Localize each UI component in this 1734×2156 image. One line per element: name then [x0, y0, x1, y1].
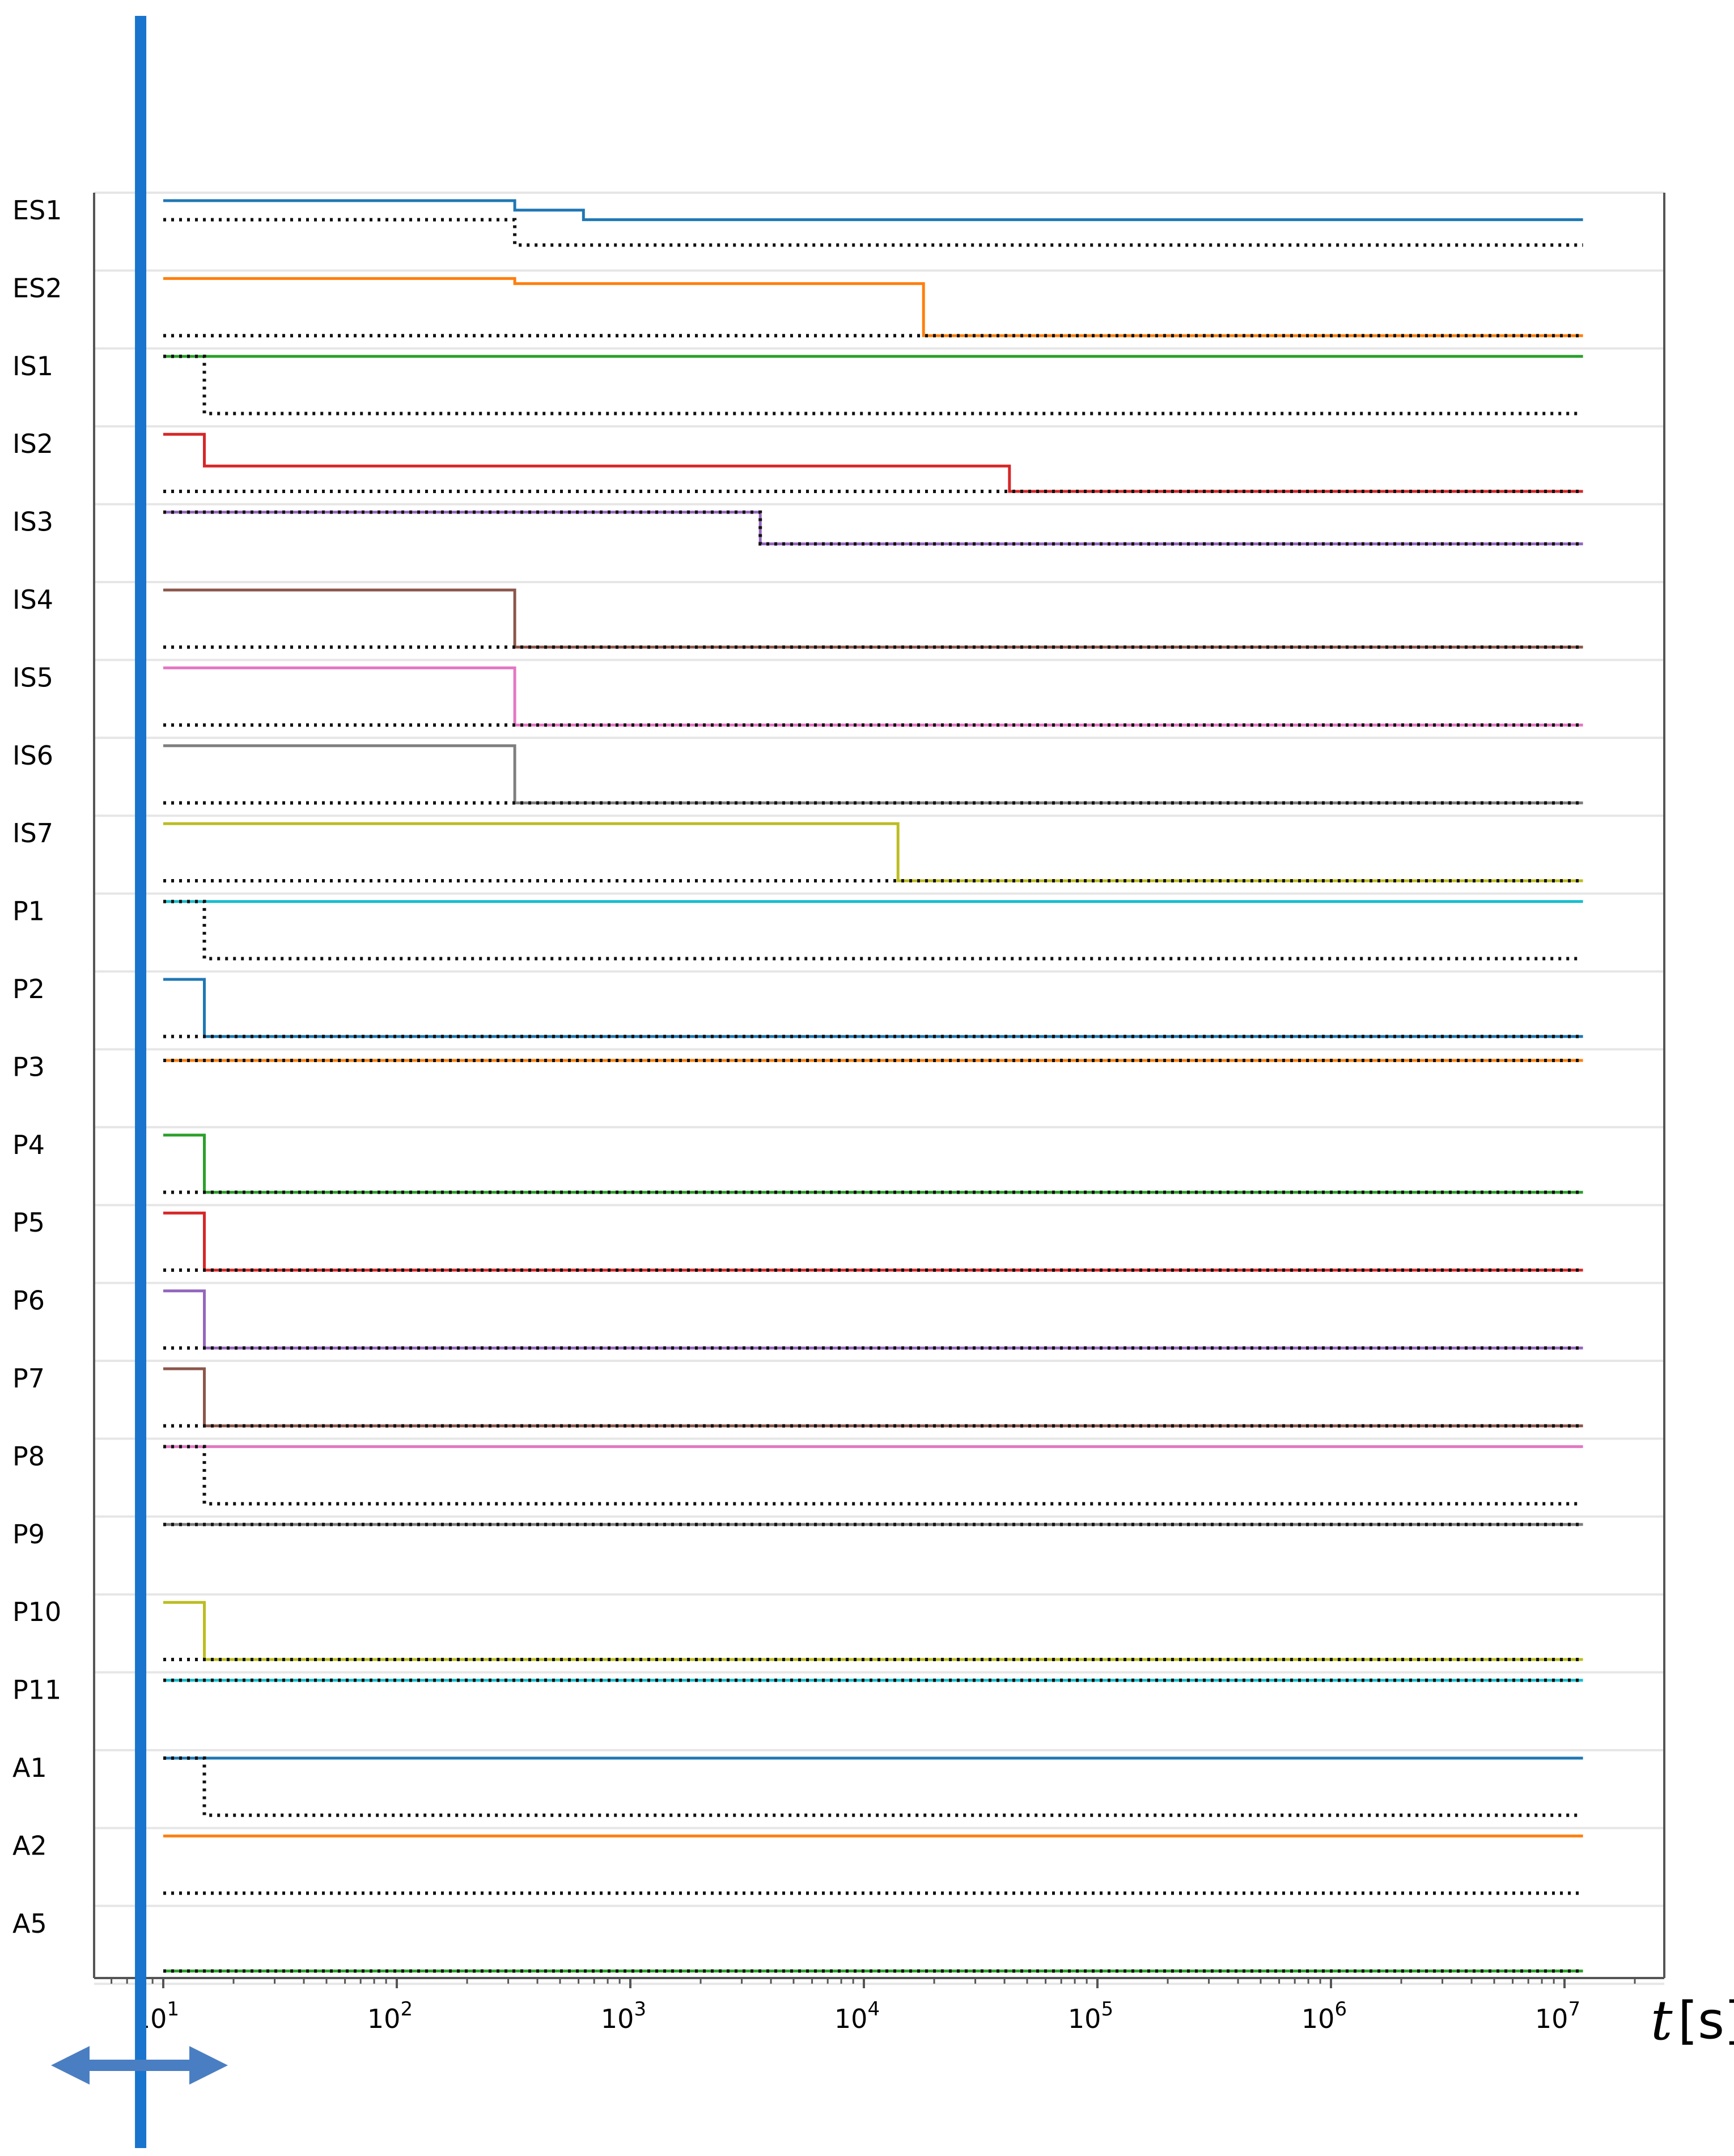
series-a2 [163, 1834, 1583, 1895]
row-label-p8: P8 [12, 1441, 45, 1471]
series-lines [163, 199, 1583, 1973]
series-is6 [163, 744, 1583, 805]
solid-line-p10 [163, 1601, 1583, 1661]
solid-line-es1 [163, 199, 1583, 222]
solid-line-is4 [163, 588, 1583, 649]
row-label-p2: P2 [12, 974, 45, 1004]
series-is1 [163, 354, 1583, 415]
series-p1 [163, 899, 1583, 961]
series-p2 [163, 978, 1583, 1038]
series-p6 [163, 1289, 1583, 1350]
dotted-line-p8 [163, 1445, 1579, 1506]
series-p8 [163, 1445, 1583, 1506]
x-tick-label: 104 [834, 1998, 880, 2034]
series-a1 [163, 1756, 1583, 1817]
solid-line-p5 [163, 1211, 1583, 1272]
series-is4 [163, 588, 1583, 649]
row-label-es2: ES2 [12, 273, 62, 303]
row-label-is5: IS5 [12, 662, 53, 693]
series-es1 [163, 199, 1583, 247]
solid-line-p6 [163, 1289, 1583, 1349]
arrow-right-icon[interactable] [189, 2046, 228, 2085]
row-labels: ES1 ES2 IS1 IS2 IS3 IS4 IS5 IS6 IS7 P1 P2 P3 P4 P5 P6 P… [12, 195, 62, 1939]
x-axis-unit-symbol: t [1651, 1989, 1673, 2052]
solid-line-is2 [163, 432, 1583, 493]
series-is3 [163, 510, 1583, 546]
row-label-is1: IS1 [12, 351, 53, 381]
solid-line-p4 [163, 1134, 1583, 1194]
x-tick-label: 102 [367, 1998, 413, 2034]
series-p7 [163, 1367, 1583, 1428]
dotted-line-p1 [163, 899, 1579, 961]
row-label-a1: A1 [12, 1752, 47, 1783]
row-label-p3: P3 [12, 1051, 45, 1082]
solid-line-is7 [163, 822, 1583, 882]
row-label-is3: IS3 [12, 507, 53, 537]
row-label-p4: P4 [12, 1130, 45, 1160]
row-label-es1: ES1 [12, 195, 62, 226]
series-p5 [163, 1211, 1583, 1272]
row-separators [94, 192, 1664, 1985]
row-label-p5: P5 [12, 1207, 45, 1238]
x-tick-label: 105 [1068, 1998, 1113, 2034]
arrow-left-icon[interactable] [51, 2046, 90, 2085]
series-p4 [163, 1134, 1583, 1194]
plot-frame [93, 193, 1665, 1979]
time-cursor[interactable] [51, 16, 228, 2148]
row-label-p9: P9 [12, 1519, 45, 1550]
row-label-p10: P10 [12, 1597, 61, 1627]
row-label-a5: A5 [12, 1908, 47, 1939]
row-label-is2: IS2 [12, 428, 53, 459]
solid-line-p2 [163, 978, 1583, 1038]
row-label-is6: IS6 [12, 740, 53, 771]
solid-line-es2 [163, 277, 1583, 337]
x-tick-label: 103 [601, 1998, 646, 2034]
row-label-p6: P6 [12, 1285, 45, 1316]
row-label-is4: IS4 [12, 584, 53, 615]
row-label-p1: P1 [12, 896, 45, 927]
row-label-is7: IS7 [12, 818, 53, 848]
dotted-line-a1 [163, 1756, 1579, 1817]
solid-line-p7 [163, 1367, 1583, 1428]
dotted-line-es1 [163, 218, 1583, 247]
row-label-p11: P11 [12, 1675, 61, 1705]
series-es2 [163, 277, 1583, 338]
solid-line-is3 [163, 511, 1583, 546]
series-is5 [163, 666, 1583, 727]
series-p10 [163, 1601, 1583, 1661]
dotted-line-is1 [163, 354, 1579, 415]
x-tick-label: 107 [1535, 1998, 1580, 2034]
x-tick-label: 106 [1301, 1998, 1347, 2034]
row-label-p7: P7 [12, 1363, 45, 1394]
series-is7 [163, 822, 1583, 882]
dotted-line-is3 [163, 510, 1583, 546]
row-label-a2: A2 [12, 1830, 47, 1861]
series-is2 [163, 432, 1583, 493]
x-axis-unit: [s] [1678, 1991, 1734, 2051]
solid-line-is5 [163, 666, 1583, 727]
solid-line-is6 [163, 744, 1583, 805]
